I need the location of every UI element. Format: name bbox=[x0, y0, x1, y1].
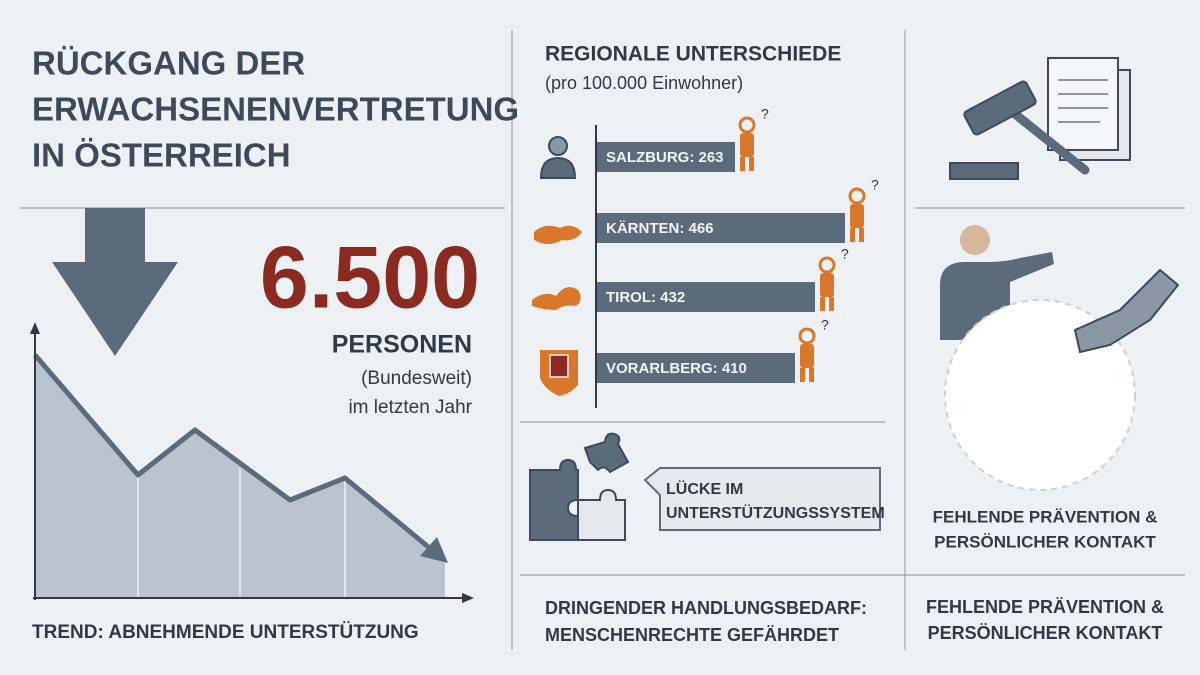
footer-caption: PERSÖNLICHER KONTAKT bbox=[928, 623, 1163, 643]
figure-body bbox=[820, 273, 834, 297]
figure-leg bbox=[809, 368, 814, 382]
contact-icon bbox=[940, 225, 1180, 491]
figure-head bbox=[818, 256, 836, 274]
footer-caption: FEHLENDE PRÄVENTION & bbox=[926, 597, 1164, 617]
person-icon-head bbox=[548, 136, 568, 156]
region-label: TIROL: 432 bbox=[606, 289, 685, 306]
puzzle-piece bbox=[529, 458, 579, 541]
figure-leg bbox=[850, 228, 855, 242]
region-icons bbox=[532, 136, 582, 396]
urgent-caption: DRINGENDER HANDLUNGSBEDARF: bbox=[545, 598, 867, 618]
region-label: VORARLBERG: 410 bbox=[606, 360, 747, 377]
gap-callout-box bbox=[643, 467, 881, 531]
document-lines bbox=[1058, 79, 1108, 123]
gap-callout-line: LÜCKE IM bbox=[666, 479, 743, 498]
urgent-caption: MENSCHENRECHTE GEFÄHRDET bbox=[545, 625, 839, 645]
figure-leg bbox=[740, 157, 745, 171]
headline-number: 6.500 bbox=[260, 227, 480, 326]
map-emblem bbox=[549, 354, 569, 378]
trend-chart bbox=[30, 322, 474, 603]
gavel-handle bbox=[1005, 105, 1090, 175]
figure-leg bbox=[820, 297, 825, 311]
gavel-block bbox=[949, 162, 1019, 180]
trend-line bbox=[33, 353, 434, 552]
axis-arrow bbox=[462, 593, 474, 603]
headline-unit: PERSONEN bbox=[332, 331, 472, 359]
figure-body bbox=[850, 204, 864, 228]
gavel-head bbox=[963, 80, 1037, 136]
gap-callout-line: UNTERSTÜTZUNGSSYSTEM bbox=[666, 503, 885, 522]
title-line: RÜCKGANG DER bbox=[32, 45, 305, 82]
map-icon bbox=[532, 287, 581, 310]
person-icon-body bbox=[539, 156, 577, 179]
title: RÜCKGANG DER ERWACHSENENVERTRETUNG IN ÖS… bbox=[32, 45, 519, 174]
figure-head bbox=[798, 327, 816, 345]
document bbox=[1047, 57, 1119, 151]
figure-leg bbox=[859, 228, 864, 242]
question-mark: ? bbox=[761, 106, 769, 122]
headline-period: im letzten Jahr bbox=[348, 397, 472, 418]
region-bar bbox=[597, 213, 845, 243]
regional-rows: SALZBURG: 263? KÄRNTEN: 466? TIROL: 432? VO… bbox=[597, 106, 879, 383]
figure-body bbox=[800, 344, 814, 368]
figure-leg bbox=[749, 157, 754, 171]
puzzle-icon bbox=[529, 432, 630, 541]
prevention-caption: FEHLENDE PRÄVENTION & bbox=[933, 507, 1158, 526]
figure-leg bbox=[800, 368, 805, 382]
person-body bbox=[940, 252, 1054, 340]
prevention-caption: PERSÖNLICHER KONTAKT bbox=[934, 532, 1156, 551]
question-mark: ? bbox=[841, 246, 849, 262]
region-label: SALZBURG: 263 bbox=[606, 149, 724, 166]
map-icon bbox=[534, 225, 582, 244]
regional-subtitle: (pro 100.000 Einwohner) bbox=[545, 73, 743, 93]
figure-head bbox=[738, 116, 756, 134]
trend-caption: TREND: ABNEHMENDE UNTERSTÜTZUNG bbox=[32, 622, 419, 643]
region-bar bbox=[597, 142, 735, 172]
puzzle-piece bbox=[583, 432, 630, 474]
person-head bbox=[960, 225, 990, 255]
puzzle-piece bbox=[577, 488, 626, 541]
question-mark: ? bbox=[821, 317, 829, 333]
figure-leg bbox=[829, 297, 834, 311]
figure-body bbox=[740, 133, 754, 157]
down-arrow bbox=[52, 208, 178, 356]
region-label: KÄRNTEN: 466 bbox=[606, 220, 714, 237]
trend-arrowhead bbox=[420, 537, 448, 563]
regional-title: REGIONALE UNTERSCHIEDE bbox=[545, 43, 841, 66]
axis-arrow bbox=[30, 322, 40, 334]
question-mark: ? bbox=[871, 177, 879, 193]
headline-scope: (Bundesweit) bbox=[361, 368, 472, 389]
region-bar bbox=[597, 282, 815, 312]
title-line: IN ÖSTERREICH bbox=[32, 137, 291, 174]
justice-icon bbox=[949, 57, 1131, 180]
figure-head bbox=[848, 187, 866, 205]
region-bar bbox=[597, 353, 795, 383]
hand bbox=[1073, 268, 1180, 354]
title-line: ERWACHSENENVERTRETUNG bbox=[32, 91, 519, 128]
